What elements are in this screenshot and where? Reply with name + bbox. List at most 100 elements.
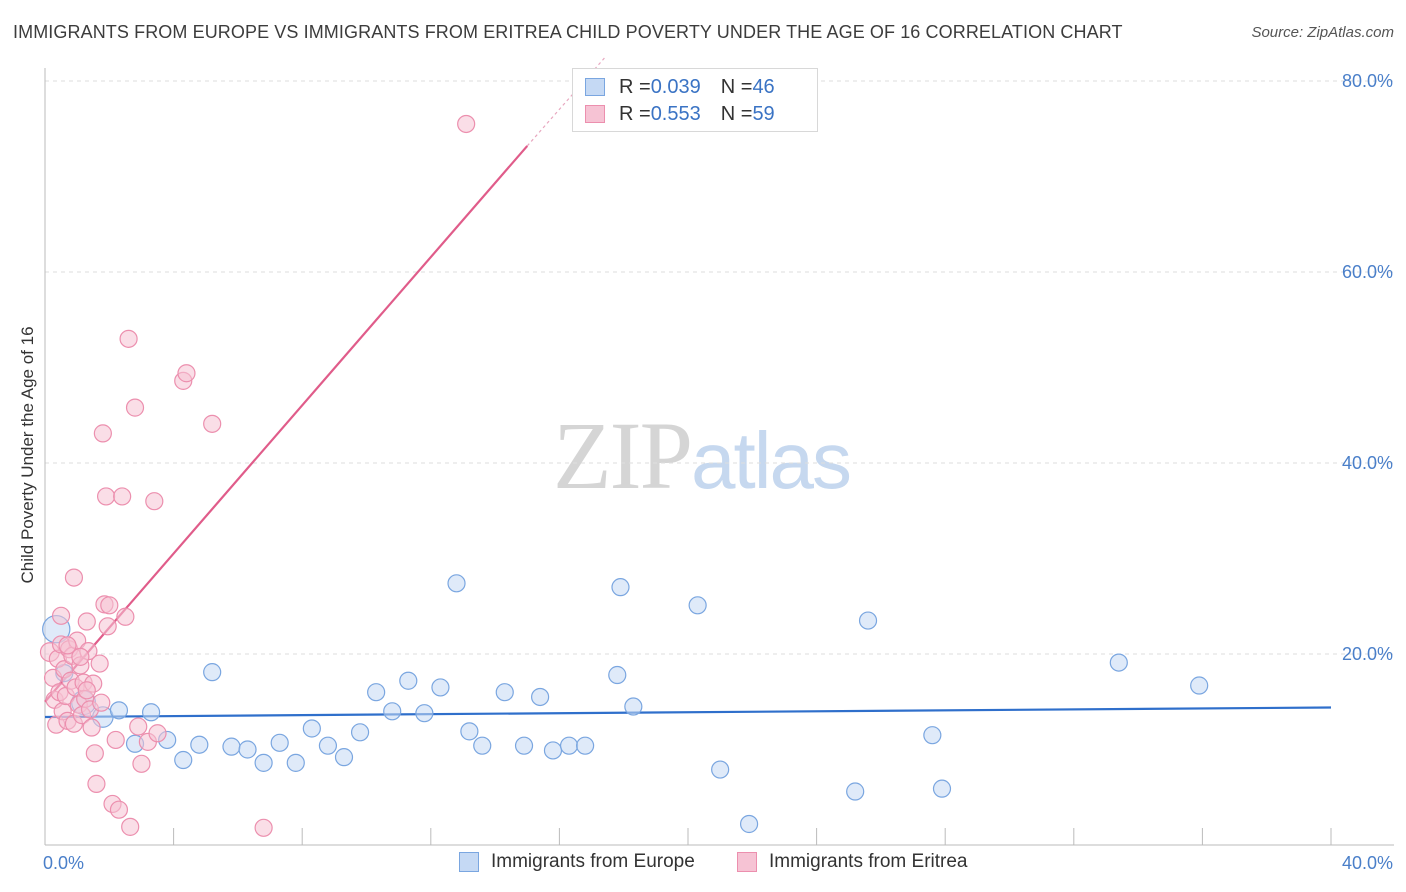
- eritrea-point: [58, 636, 77, 655]
- x-tick-label: 40.0%: [1342, 853, 1393, 873]
- r-value: 0.553: [650, 102, 701, 125]
- watermark: ZIPatlas: [553, 400, 852, 511]
- eritrea-point: [51, 606, 71, 625]
- eritrea-legend-swatch: [737, 852, 757, 872]
- europe-point: [203, 663, 222, 682]
- europe-point: [576, 736, 595, 755]
- europe-point: [559, 736, 579, 755]
- eritrea-point: [77, 612, 96, 631]
- trend-lines: [44, 57, 1332, 719]
- europe-point: [109, 701, 129, 720]
- data-points: [39, 114, 1209, 837]
- eritrea-swatch: [585, 105, 605, 123]
- eritrea-point: [125, 398, 145, 417]
- eritrea-point: [96, 487, 116, 506]
- n-value: 59: [752, 102, 775, 125]
- eritrea-point: [109, 800, 129, 819]
- x-tick-label: 0.0%: [43, 853, 84, 873]
- europe-point: [1109, 653, 1128, 672]
- europe-point: [495, 683, 514, 702]
- europe-point: [350, 723, 370, 742]
- europe-point: [254, 753, 273, 772]
- eritrea-point: [113, 487, 132, 506]
- eritrea-point: [71, 647, 90, 666]
- r-label: R =: [619, 75, 651, 98]
- europe-point: [318, 736, 338, 755]
- europe-point: [608, 665, 627, 685]
- europe-point: [460, 722, 479, 741]
- europe-point: [846, 782, 865, 801]
- gridlines: [45, 80, 1394, 655]
- y-tick-label: 20.0%: [1342, 644, 1393, 664]
- eritrea-point: [121, 817, 140, 836]
- r-value: 0.039: [650, 75, 701, 98]
- europe-point: [923, 726, 942, 745]
- eritrea-point: [116, 607, 135, 626]
- europe-point: [334, 748, 354, 767]
- europe-point: [222, 737, 241, 756]
- europe-point: [514, 736, 534, 755]
- europe-point: [688, 596, 707, 615]
- europe-point: [858, 611, 878, 630]
- eritrea-point: [457, 114, 476, 134]
- europe-point: [270, 733, 289, 752]
- y-tick-label: 40.0%: [1342, 453, 1393, 473]
- europe-legend-swatch: [459, 852, 479, 872]
- europe-point: [611, 578, 630, 597]
- europe-point: [238, 740, 257, 759]
- correlation-legend: R = 0.039 N = 46 R = 0.553 N = 59: [572, 68, 818, 132]
- eritrea-point: [92, 693, 111, 712]
- legend-row-eritrea: R = 0.553 N = 59: [585, 102, 775, 126]
- eritrea-point: [64, 568, 84, 587]
- eritrea-point: [145, 492, 164, 511]
- series-legend: Immigrants from Europe Immigrants from E…: [0, 851, 1406, 877]
- europe-point: [190, 735, 209, 754]
- eritrea-point: [100, 596, 119, 615]
- legend-row-europe: R = 0.039 N = 46: [585, 75, 775, 99]
- europe-point: [174, 750, 193, 770]
- n-label: N =: [720, 75, 753, 98]
- eritrea-point: [77, 681, 96, 700]
- eritrea-point: [90, 654, 109, 673]
- europe-point: [531, 687, 550, 707]
- eritrea-point: [148, 724, 167, 743]
- watermark-atlas: atlas: [691, 416, 852, 505]
- y-axis-label: Child Poverty Under the Age of 16: [18, 326, 37, 584]
- europe-point: [473, 736, 492, 755]
- r-label: R =: [619, 102, 651, 125]
- legend-item-eritrea[interactable]: Immigrants from Eritrea: [737, 851, 967, 873]
- eritrea-point: [93, 424, 112, 443]
- eritrea-point: [85, 744, 104, 763]
- chart-title: IMMIGRANTS FROM EUROPE VS IMMIGRANTS FRO…: [13, 22, 1123, 42]
- europe-point: [367, 683, 386, 702]
- europe-point: [1190, 676, 1209, 695]
- n-value: 46: [752, 75, 775, 98]
- legend-item-europe[interactable]: Immigrants from Europe: [459, 851, 695, 873]
- europe-trend-line: [44, 706, 1332, 719]
- source-credit: Source: ZipAtlas.com: [1251, 24, 1394, 41]
- eritrea-point: [106, 730, 125, 750]
- europe-point: [399, 671, 418, 690]
- eritrea-point: [87, 774, 106, 793]
- europe-point: [711, 760, 730, 779]
- eritrea-point: [98, 617, 117, 636]
- y-tick-label: 80.0%: [1342, 71, 1393, 91]
- europe-point: [302, 719, 321, 738]
- y-tick-label: 60.0%: [1342, 262, 1393, 282]
- europe-point: [624, 697, 643, 716]
- europe-swatch: [585, 78, 605, 96]
- europe-point: [286, 753, 305, 772]
- legend-label-eritrea: Immigrants from Eritrea: [769, 851, 968, 872]
- eritrea-point: [177, 364, 196, 383]
- tick-labels: 20.0% 40.0% 60.0% 80.0% 0.0% 40.0%: [43, 71, 1393, 873]
- axes: [44, 68, 1394, 846]
- eritrea-point: [254, 818, 273, 837]
- europe-point: [543, 741, 563, 760]
- europe-point: [739, 814, 759, 834]
- eritrea-point: [129, 717, 148, 736]
- europe-point: [415, 704, 434, 723]
- europe-point: [383, 702, 402, 721]
- watermark-zip: ZIP: [553, 402, 693, 509]
- eritrea-point: [203, 414, 222, 433]
